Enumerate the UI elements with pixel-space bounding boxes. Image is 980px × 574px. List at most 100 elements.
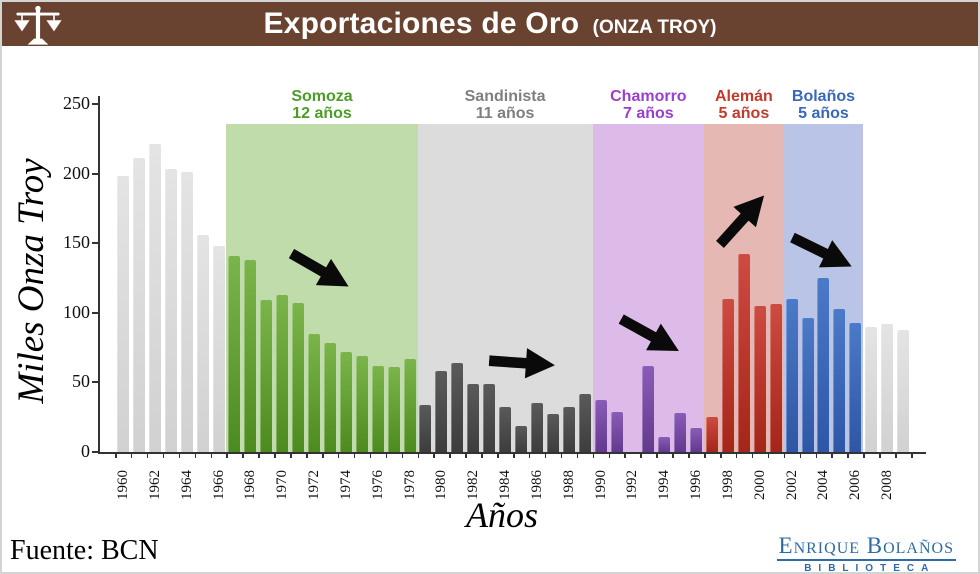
x-tick-label-1970: 1970 <box>274 470 291 500</box>
x-tick-label-1980: 1980 <box>433 470 450 500</box>
bar-1985 <box>515 425 527 452</box>
x-tick <box>847 454 849 458</box>
trend-arrow-rising <box>707 183 778 256</box>
bar-1990 <box>594 400 607 452</box>
bar-1984 <box>499 407 512 452</box>
x-tick <box>544 454 547 458</box>
bar-1978 <box>403 358 416 452</box>
x-tick <box>528 454 531 458</box>
trend-arrow-declining <box>282 238 357 302</box>
x-tick <box>369 454 372 458</box>
x-tick <box>592 454 595 458</box>
x-tick <box>608 454 611 458</box>
bar-1998 <box>721 298 734 452</box>
y-tick-label-200: 200 <box>63 162 90 183</box>
bar-2002 <box>785 298 798 452</box>
y-tick-250 <box>92 103 99 105</box>
x-tick <box>178 454 181 458</box>
y-tick-100 <box>92 311 99 314</box>
x-tick-label-1978: 1978 <box>401 470 418 500</box>
x-tick <box>274 454 276 458</box>
bar-1987 <box>546 414 559 452</box>
x-tick <box>481 454 483 458</box>
chart-title: Exportaciones de Oro <box>263 7 580 40</box>
x-tick <box>735 454 738 458</box>
x-tick <box>799 454 802 458</box>
bar-1966 <box>212 245 225 452</box>
bar-1994 <box>658 436 671 452</box>
x-tick <box>863 454 865 458</box>
bar-1980 <box>435 371 448 452</box>
x-tick-label-1996: 1996 <box>688 470 705 500</box>
x-tick-label-2000: 2000 <box>751 470 768 500</box>
x-tick-label-1984: 1984 <box>497 470 514 500</box>
logo-biblioteca: BIBLIOTECA <box>804 563 936 574</box>
bar-1963 <box>164 169 177 452</box>
bar-1973 <box>323 343 336 452</box>
bar-1960 <box>117 176 129 452</box>
period-label-bolanos: Bolaños 5 años <box>753 88 893 122</box>
bar-2009 <box>897 329 910 452</box>
period-name: Alemán <box>714 88 773 105</box>
x-tick <box>672 454 674 458</box>
x-tick <box>242 454 244 458</box>
x-tick <box>640 454 642 458</box>
x-tick-label-1966: 1966 <box>210 470 227 500</box>
x-tick <box>194 454 197 458</box>
x-tick <box>130 454 133 458</box>
x-tick <box>513 454 515 458</box>
bar-2000 <box>753 305 766 452</box>
logo-name: Enrique Bolaños <box>776 534 956 561</box>
period-duration: 5 años <box>718 105 770 122</box>
x-axis-line <box>98 452 926 454</box>
period-duration: 11 años <box>475 105 535 122</box>
y-tick-label-0: 0 <box>81 441 90 461</box>
bar-1961 <box>132 158 145 452</box>
bar-1993 <box>642 365 655 452</box>
x-tick <box>417 454 420 458</box>
bar-1968 <box>244 259 257 452</box>
bar-1986 <box>530 403 543 452</box>
bar-1997 <box>706 417 719 452</box>
x-tick <box>353 454 356 458</box>
y-tick-label-50: 50 <box>72 371 90 392</box>
x-tick <box>146 454 149 458</box>
period-duration: 5 años <box>798 105 849 122</box>
x-tick-label-1982: 1982 <box>465 470 482 500</box>
x-tick <box>322 454 324 458</box>
x-tick-label-1972: 1972 <box>306 470 323 500</box>
x-tick-label-1994: 1994 <box>656 470 673 500</box>
x-tick <box>879 454 881 458</box>
y-tick-0 <box>92 451 99 453</box>
x-tick-label-1976: 1976 <box>369 470 386 500</box>
x-tick <box>815 454 818 458</box>
title-bar: Exportaciones de Oro (ONZA TROY) <box>2 2 978 46</box>
y-tick-200 <box>92 172 99 175</box>
bar-2006 <box>849 322 862 452</box>
period-name: Bolaños <box>791 88 856 105</box>
x-tick <box>895 454 897 458</box>
x-tick <box>385 454 388 458</box>
bar-2003 <box>801 318 814 452</box>
x-tick-label-1960: 1960 <box>115 470 131 500</box>
x-tick <box>576 454 579 458</box>
x-tick <box>306 454 308 458</box>
x-tick-label-1968: 1968 <box>242 470 259 500</box>
x-tick <box>337 454 340 458</box>
x-tick <box>401 454 404 458</box>
x-tick <box>704 454 706 458</box>
x-axis-title: Años <box>466 495 538 535</box>
period-name: Chamorro <box>610 88 687 105</box>
y-tick-50 <box>92 381 99 384</box>
x-tick <box>115 454 117 458</box>
bar-1974 <box>339 351 352 452</box>
x-tick <box>210 454 213 458</box>
period-duration: 12 años <box>292 105 352 122</box>
x-tick-label-1990: 1990 <box>592 470 609 500</box>
x-tick-label-2008: 2008 <box>879 470 896 500</box>
x-tick-label-1974: 1974 <box>337 470 354 500</box>
x-tick <box>720 454 722 458</box>
trend-arrow-declining <box>784 221 859 282</box>
x-tick <box>560 454 563 458</box>
